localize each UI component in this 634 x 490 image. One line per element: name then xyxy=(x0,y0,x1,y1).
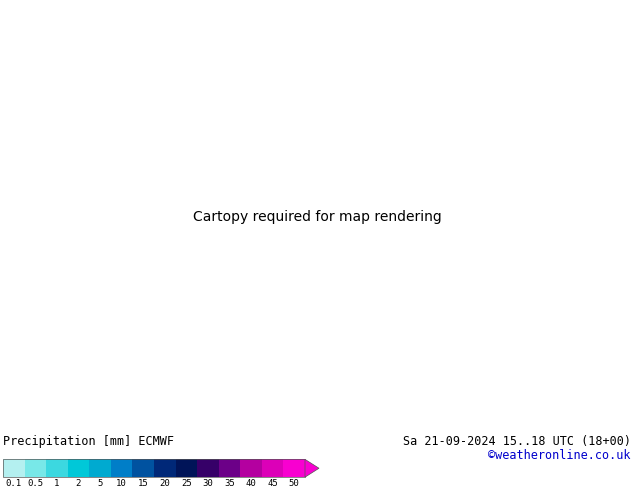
Text: 15: 15 xyxy=(138,479,148,488)
Bar xyxy=(46,459,68,477)
Text: Cartopy required for map rendering: Cartopy required for map rendering xyxy=(193,210,441,224)
Bar xyxy=(89,459,111,477)
Text: 30: 30 xyxy=(202,479,213,488)
Bar xyxy=(68,459,89,477)
Bar xyxy=(240,459,262,477)
Bar xyxy=(176,459,197,477)
Bar xyxy=(283,459,305,477)
Text: 2: 2 xyxy=(76,479,81,488)
Text: Sa 21-09-2024 15..18 UTC (18+00): Sa 21-09-2024 15..18 UTC (18+00) xyxy=(403,435,631,448)
Text: 1: 1 xyxy=(55,479,60,488)
Text: Precipitation [mm] ECMWF: Precipitation [mm] ECMWF xyxy=(3,435,174,448)
Text: 0.1: 0.1 xyxy=(6,479,22,488)
Bar xyxy=(219,459,240,477)
Text: ©weatheronline.co.uk: ©weatheronline.co.uk xyxy=(489,449,631,463)
Bar xyxy=(25,459,46,477)
Bar xyxy=(111,459,133,477)
Bar xyxy=(133,459,154,477)
Text: 25: 25 xyxy=(181,479,191,488)
Text: 35: 35 xyxy=(224,479,235,488)
Bar xyxy=(3,459,25,477)
Bar xyxy=(262,459,283,477)
Text: 5: 5 xyxy=(98,479,103,488)
Text: 20: 20 xyxy=(159,479,170,488)
FancyArrow shape xyxy=(305,459,319,477)
Text: 0.5: 0.5 xyxy=(27,479,43,488)
Text: 40: 40 xyxy=(246,479,256,488)
Text: 10: 10 xyxy=(116,479,127,488)
Text: 50: 50 xyxy=(289,479,300,488)
Bar xyxy=(154,459,176,477)
Bar xyxy=(197,459,219,477)
Bar xyxy=(3,459,305,477)
Text: 45: 45 xyxy=(268,479,278,488)
